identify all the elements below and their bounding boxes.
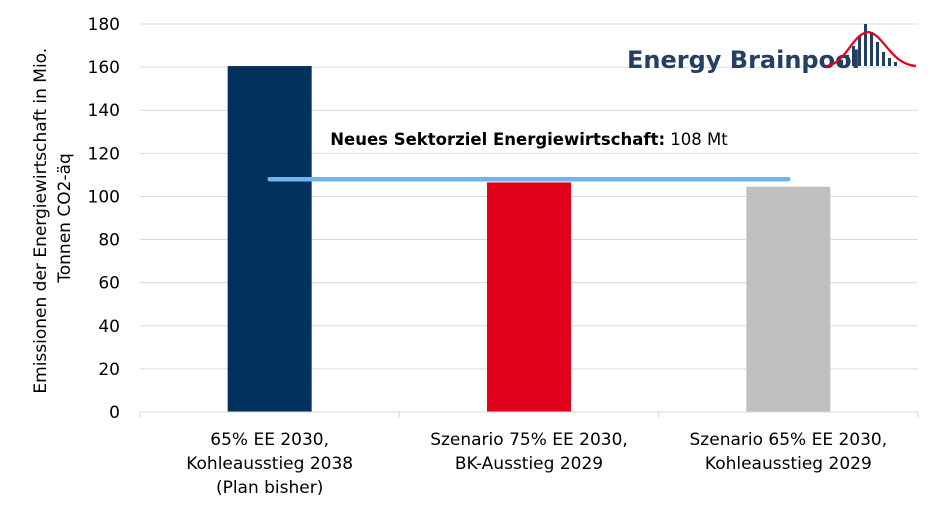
x-axis-category-labels: 65% EE 2030, Kohleausstieg 2038 (Plan bish… xyxy=(186,430,887,498)
category-label-line: (Plan bisher) xyxy=(216,478,323,498)
target-label-value: 108 Mt xyxy=(665,130,728,149)
category-label-3: Szenario 65% EE 2030, Kohleausstieg 2029 xyxy=(690,430,888,474)
bar-1 xyxy=(227,66,312,413)
y-tick-label: 60 xyxy=(98,274,120,294)
category-label-line: 65% EE 2030, xyxy=(210,430,329,450)
category-label-1: 65% EE 2030, Kohleausstieg 2038 (Plan bish… xyxy=(186,430,353,498)
category-label-line: Kohleausstieg 2029 xyxy=(705,454,872,474)
category-label-line: BK-Ausstieg 2029 xyxy=(455,454,603,474)
bar-3 xyxy=(746,186,831,412)
x-axis-tick-marks xyxy=(139,412,919,418)
target-line-label: Neues Sektorziel Energiewirtschaft: 108 … xyxy=(330,130,728,149)
y-tick-label: 80 xyxy=(98,231,120,251)
y-tick-label: 100 xyxy=(88,187,120,207)
y-axis-title-line-2: Tonnen CO2-äq xyxy=(55,153,75,284)
logo-bars-icon xyxy=(840,24,897,66)
category-label-2: Szenario 75% EE 2030, BK-Ausstieg 2029 xyxy=(430,430,628,474)
logo-curve-icon xyxy=(825,30,917,68)
y-tick-label: 180 xyxy=(88,15,120,35)
bars xyxy=(227,66,831,413)
y-axis-title: Emissionen der Energiewirtschaft in Mio.… xyxy=(31,42,75,393)
category-label-line: Szenario 65% EE 2030, xyxy=(690,430,888,450)
category-label-line: Szenario 75% EE 2030, xyxy=(430,430,628,450)
energy-brainpool-logo: Energy Brainpool xyxy=(627,24,917,74)
logo-text: Energy Brainpool xyxy=(627,46,860,74)
y-tick-label: 40 xyxy=(98,317,120,337)
y-tick-label: 0 xyxy=(109,403,120,423)
y-tick-label: 20 xyxy=(98,360,120,380)
category-label-line: Kohleausstieg 2038 xyxy=(186,454,353,474)
bar-2 xyxy=(487,182,571,412)
y-axis-title-line-1: Emissionen der Energiewirtschaft in Mio. xyxy=(31,48,51,394)
y-tick-label: 160 xyxy=(88,58,120,78)
target-label-bold: Neues Sektorziel Energiewirtschaft: xyxy=(330,130,665,149)
y-axis-ticks: 0 20 40 60 80 100 120 140 160 180 xyxy=(88,15,120,423)
y-tick-label: 140 xyxy=(88,101,120,121)
y-tick-label: 120 xyxy=(88,144,120,164)
